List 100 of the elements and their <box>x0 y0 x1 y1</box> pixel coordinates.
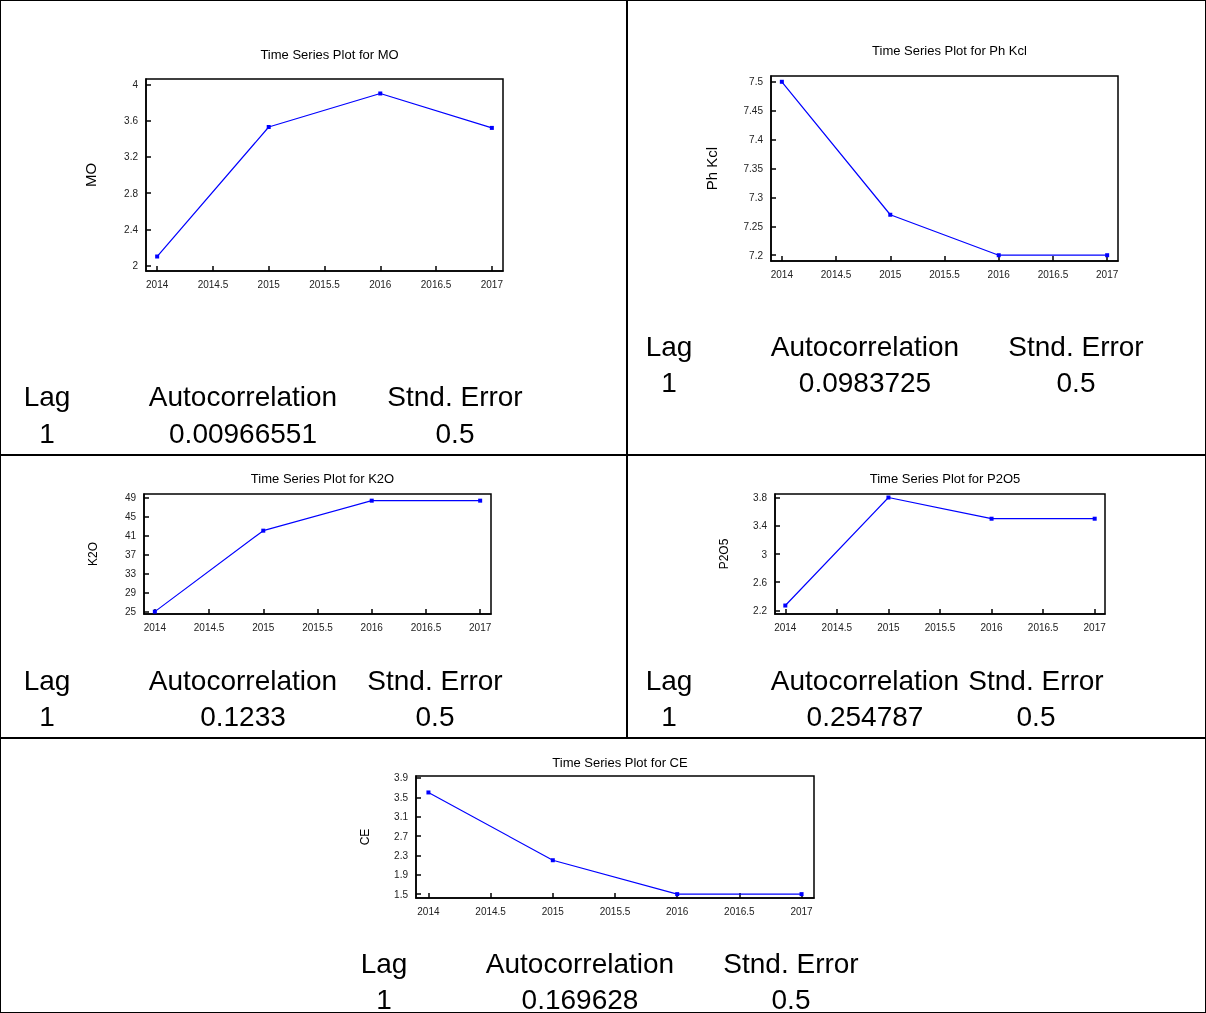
text: 0.254787 <box>806 700 924 732</box>
text: Stnd. Error <box>1008 330 1144 362</box>
point <box>378 91 383 96</box>
y-tick-label: 3.6 <box>124 115 139 127</box>
y-tick-label: 1.9 <box>394 869 409 881</box>
y-tick-label: 7.25 <box>743 220 764 232</box>
text: 0.5 <box>1056 366 1096 398</box>
x-tick-label: 2014.5 <box>193 621 225 633</box>
x-tick-label: 2016.5 <box>410 621 442 633</box>
point <box>478 498 483 503</box>
y-tick-label: 29 <box>124 587 137 599</box>
y-axis-title: K2O <box>86 541 100 567</box>
x-tick-label: 2017 <box>480 278 504 290</box>
text: Autocorrelation <box>148 664 338 696</box>
x-tick-label: 2014 <box>774 621 797 633</box>
x-tick-label: 2016 <box>369 278 392 290</box>
chart-title: Time Series Plot for MO <box>260 47 399 62</box>
x-tick-label: 2014.5 <box>475 905 507 917</box>
y-tick-label: 7.4 <box>749 134 764 146</box>
x-tick-label: 2015.5 <box>302 621 334 633</box>
x-tick-label: 2014.5 <box>197 278 229 290</box>
text: 1 <box>661 366 677 398</box>
y-tick-label: 3.5 <box>394 791 409 803</box>
x-tick-label: 2016 <box>666 905 689 917</box>
point <box>996 253 1001 258</box>
x-tick-label: 2016.5 <box>420 278 452 290</box>
x-tick-label: 2017 <box>1083 621 1107 633</box>
text: 0.5 <box>435 417 475 449</box>
text: Autocorrelation <box>770 664 960 696</box>
y-tick-label: 2.7 <box>394 830 409 842</box>
x-tick-label: 2015.5 <box>309 278 341 290</box>
y-tick-label: 2.4 <box>124 223 139 235</box>
text: 1 <box>39 417 55 449</box>
text: 0.5 <box>415 700 455 732</box>
x-tick-label: 2015 <box>877 621 900 633</box>
text: Autocorrelation <box>770 330 960 362</box>
chart-title: Time Series Plot for K2O <box>250 471 395 486</box>
y-axis-title: CE <box>358 828 372 846</box>
y-tick-label: 3.9 <box>394 772 409 784</box>
text: 0.00966551 <box>169 417 317 449</box>
chart-title: Time Series Plot for Ph Kcl <box>872 43 1028 58</box>
point <box>489 125 494 130</box>
point <box>261 528 266 533</box>
point <box>783 603 788 608</box>
x-tick-label: 2014.5 <box>820 268 852 280</box>
text: Stnd. Error <box>387 380 523 412</box>
point <box>779 79 784 84</box>
point <box>426 790 431 795</box>
x-tick-label: 2017 <box>790 905 814 917</box>
x-tick-label: 2016 <box>987 268 1011 280</box>
point <box>550 858 555 863</box>
x-tick-label: 2014 <box>146 278 169 290</box>
x-tick-label: 2017 <box>1096 268 1119 280</box>
point <box>989 516 994 521</box>
x-tick-label: 2014 <box>417 905 440 917</box>
y-tick-label: 2.6 <box>753 576 768 588</box>
x-tick-label: 2016.5 <box>724 905 756 917</box>
text: 0.0983725 <box>798 366 932 398</box>
point <box>886 495 891 500</box>
y-tick-label: 45 <box>124 510 137 522</box>
x-tick-label: 2015.5 <box>599 905 631 917</box>
y-tick-label: 4 <box>132 78 139 90</box>
y-tick-label: 3.2 <box>124 151 139 163</box>
x-tick-label: 2016 <box>980 621 1004 633</box>
y-tick-label: 1.5 <box>394 888 409 900</box>
y-axis-title: Ph Kcl <box>703 146 720 191</box>
y-tick-label: 7.3 <box>749 191 764 203</box>
text: Stnd. Error <box>367 664 503 696</box>
x-tick-label: 2015 <box>252 621 275 633</box>
x-tick-label: 2015.5 <box>929 268 961 280</box>
text: 1 <box>39 700 55 732</box>
text: Lag <box>645 330 693 362</box>
text: Lag <box>23 664 71 696</box>
y-tick-label: 2.3 <box>394 849 409 861</box>
text: 0.1233 <box>200 700 286 732</box>
y-tick-label: 7.2 <box>749 249 764 261</box>
text: 1 <box>661 700 677 732</box>
y-tick-label: 2.2 <box>753 604 768 616</box>
point <box>369 498 374 503</box>
text: 0.5 <box>1016 700 1056 732</box>
y-tick-label: 7.35 <box>743 163 764 174</box>
y-axis-title: P2O5 <box>717 538 731 570</box>
text: Stnd. Error <box>723 947 859 979</box>
chart-title: Time Series Plot for CE <box>552 755 688 770</box>
text: Lag <box>645 664 693 696</box>
x-tick-label: 2016 <box>360 621 384 633</box>
point <box>155 254 160 259</box>
x-tick-label: 2016.5 <box>1037 268 1069 280</box>
point <box>266 125 271 129</box>
x-tick-label: 2016.5 <box>1027 621 1059 633</box>
y-tick-label: 7.5 <box>749 76 764 88</box>
y-tick-label: 2.8 <box>124 187 139 199</box>
point <box>888 212 893 217</box>
text: 0.169628 <box>521 983 639 1013</box>
point <box>1092 516 1097 521</box>
text: Lag <box>23 380 71 412</box>
y-axis-title: MO <box>82 162 99 188</box>
x-tick-label: 2014.5 <box>821 621 853 633</box>
text: Stnd. Error <box>968 664 1104 696</box>
y-tick-label: 33 <box>124 568 137 580</box>
